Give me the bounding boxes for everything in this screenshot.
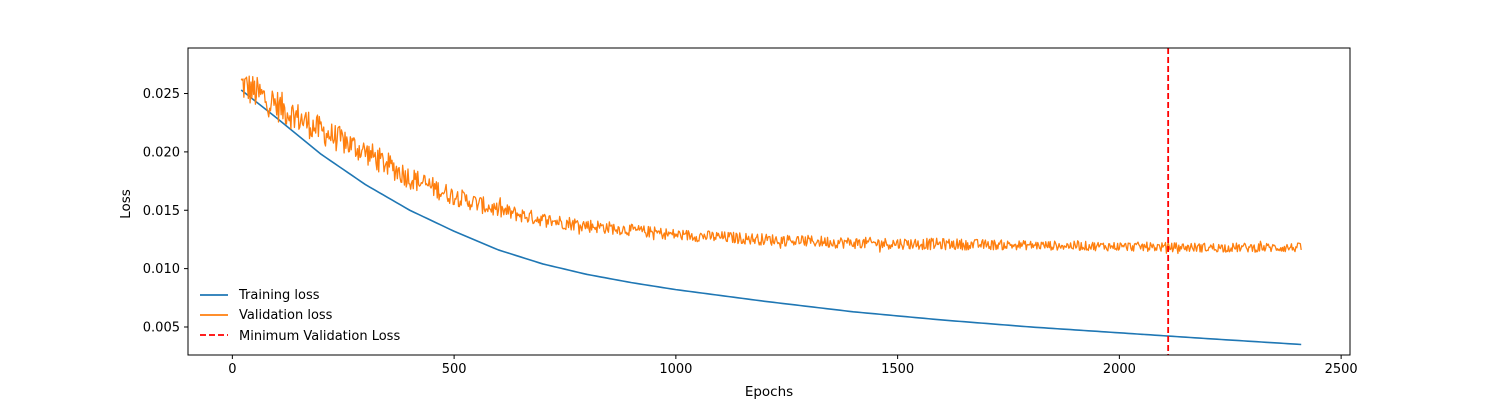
- y-tick-label: 0.010: [143, 262, 180, 277]
- y-tick-label: 0.025: [143, 87, 180, 102]
- y-tick-label: 0.020: [143, 145, 180, 160]
- legend-label-training: Training loss: [238, 288, 320, 303]
- axes-frame: [187, 47, 1351, 356]
- x-tick-label: 0: [228, 362, 236, 377]
- training-loss-line: [240, 89, 1302, 346]
- x-tick-label: 2500: [1325, 362, 1358, 377]
- x-tick-label: 2000: [1103, 362, 1136, 377]
- plot-area: [187, 47, 1351, 356]
- x-axis-label: Epochs: [745, 384, 793, 400]
- series-layer: [240, 75, 1302, 346]
- x-tick-label: 500: [442, 362, 467, 377]
- legend-label-min-val: Minimum Validation Loss: [239, 329, 400, 344]
- y-tick-label: 0.005: [143, 320, 180, 335]
- y-axis-ticks: 0.005 0.010 0.015 0.020 0.025: [143, 87, 188, 335]
- validation-loss-line: [240, 75, 1302, 255]
- x-tick-label: 1500: [881, 362, 914, 377]
- y-tick-label: 0.015: [143, 204, 180, 219]
- x-tick-label: 1000: [659, 362, 692, 377]
- x-axis-ticks: 0 500 1000 1500 2000 2500: [228, 355, 1358, 377]
- y-axis-label: Loss: [118, 189, 134, 219]
- legend-label-validation: Validation loss: [239, 308, 333, 323]
- legend: Training loss Validation loss Minimum Va…: [200, 288, 400, 344]
